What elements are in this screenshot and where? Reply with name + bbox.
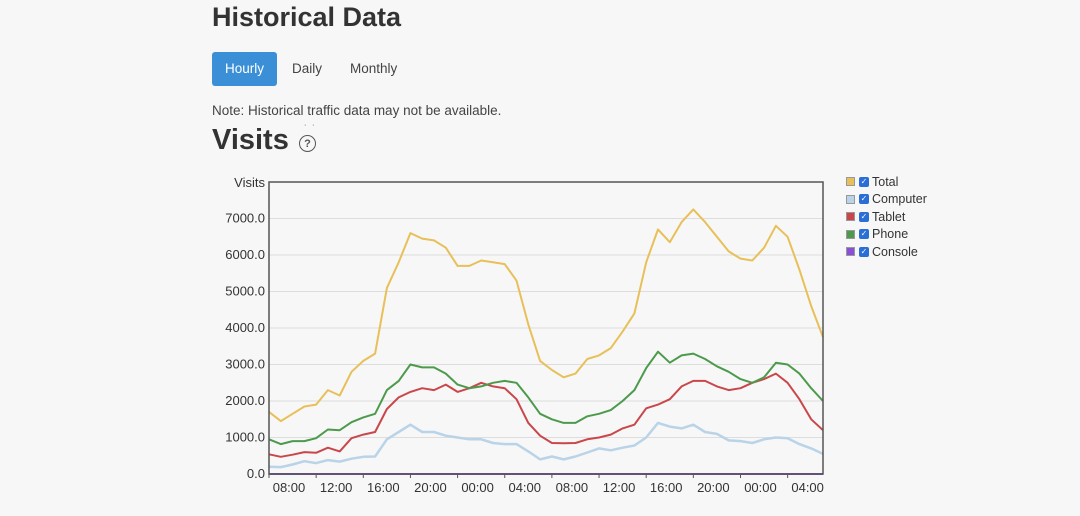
y-axis-label: Visits bbox=[234, 175, 265, 190]
series-line-phone bbox=[268, 350, 824, 446]
series-line-total bbox=[268, 208, 824, 423]
legend-item-total[interactable]: ✓ Total bbox=[846, 173, 927, 191]
help-dots-icon: ˙ ˙ bbox=[304, 124, 317, 135]
section-title: Visits bbox=[212, 124, 289, 156]
legend-label-tablet: Tablet bbox=[872, 209, 906, 224]
tab-monthly[interactable]: Monthly bbox=[350, 61, 398, 76]
x-tick-label: 04:00 bbox=[508, 480, 541, 495]
x-tick-label: 16:00 bbox=[650, 480, 683, 495]
legend-swatch-computer bbox=[846, 194, 855, 204]
x-tick-label: 12:00 bbox=[603, 480, 636, 495]
x-tick-label: 00:00 bbox=[461, 480, 494, 495]
help-icon[interactable]: ? bbox=[299, 135, 316, 152]
x-tick-label: 12:00 bbox=[320, 480, 353, 495]
x-tick-label: 04:00 bbox=[791, 480, 824, 495]
legend-label-console: Console bbox=[872, 244, 918, 259]
plot-frame bbox=[268, 181, 824, 475]
legend-swatch-phone bbox=[846, 229, 855, 239]
legend-label-phone: Phone bbox=[872, 227, 909, 242]
y-tick-label: 7000.0 bbox=[225, 211, 265, 226]
x-tick-label: 08:00 bbox=[273, 480, 306, 495]
legend-swatch-tablet bbox=[846, 212, 855, 222]
checkbox-console[interactable]: ✓ bbox=[859, 246, 869, 257]
checkbox-total[interactable]: ✓ bbox=[859, 176, 869, 187]
x-axis-ticks: 08:00 12:00 16:00 20:00 00:00 04:00 08:00 12:00… bbox=[268, 474, 824, 495]
x-tick-label: 20:00 bbox=[697, 480, 730, 495]
y-tick-label: 3000.0 bbox=[225, 357, 265, 372]
chart-grid bbox=[269, 218, 823, 475]
tab-daily[interactable]: Daily bbox=[292, 61, 323, 76]
legend-swatch-total bbox=[846, 177, 855, 187]
series-line-tablet bbox=[268, 372, 824, 458]
legend-swatch-console bbox=[846, 247, 855, 257]
legend-item-computer[interactable]: ✓ Computer bbox=[846, 191, 927, 209]
checkbox-computer[interactable]: ✓ bbox=[859, 194, 869, 205]
x-tick-label: 16:00 bbox=[367, 480, 400, 495]
y-tick-label: 1000.0 bbox=[225, 430, 265, 445]
legend-item-phone[interactable]: ✓ Phone bbox=[846, 226, 927, 244]
x-tick-label: 00:00 bbox=[744, 480, 777, 495]
period-tabs: Hourly Daily Monthly bbox=[212, 52, 412, 86]
legend-label-computer: Computer bbox=[872, 192, 927, 207]
series-line-computer bbox=[268, 421, 824, 469]
page-title: Historical Data bbox=[212, 2, 402, 32]
x-tick-label: 08:00 bbox=[556, 480, 589, 495]
y-axis-ticks: 0.0 1000.0 2000.0 3000.0 4000.0 5000.0 6000.0 7… bbox=[225, 211, 265, 482]
y-tick-label: 0.0 bbox=[247, 466, 265, 481]
tab-hourly[interactable]: Hourly bbox=[212, 52, 278, 86]
y-tick-label: 2000.0 bbox=[225, 393, 265, 408]
chart-series bbox=[268, 208, 824, 475]
checkbox-tablet[interactable]: ✓ bbox=[859, 211, 869, 222]
legend-item-tablet[interactable]: ✓ Tablet bbox=[846, 208, 927, 226]
checkbox-phone[interactable]: ✓ bbox=[859, 229, 869, 240]
chart-legend: ✓ Total ✓ Computer ✓ Tablet ✓ Phone ✓ Co… bbox=[846, 173, 927, 261]
availability-note: Note: Historical traffic data may not be… bbox=[212, 103, 502, 118]
y-tick-label: 6000.0 bbox=[225, 247, 265, 262]
y-tick-label: 4000.0 bbox=[225, 320, 265, 335]
legend-item-console[interactable]: ✓ Console bbox=[846, 243, 927, 261]
x-tick-label: 20:00 bbox=[414, 480, 447, 495]
y-tick-label: 5000.0 bbox=[225, 284, 265, 299]
legend-label-total: Total bbox=[872, 174, 899, 189]
